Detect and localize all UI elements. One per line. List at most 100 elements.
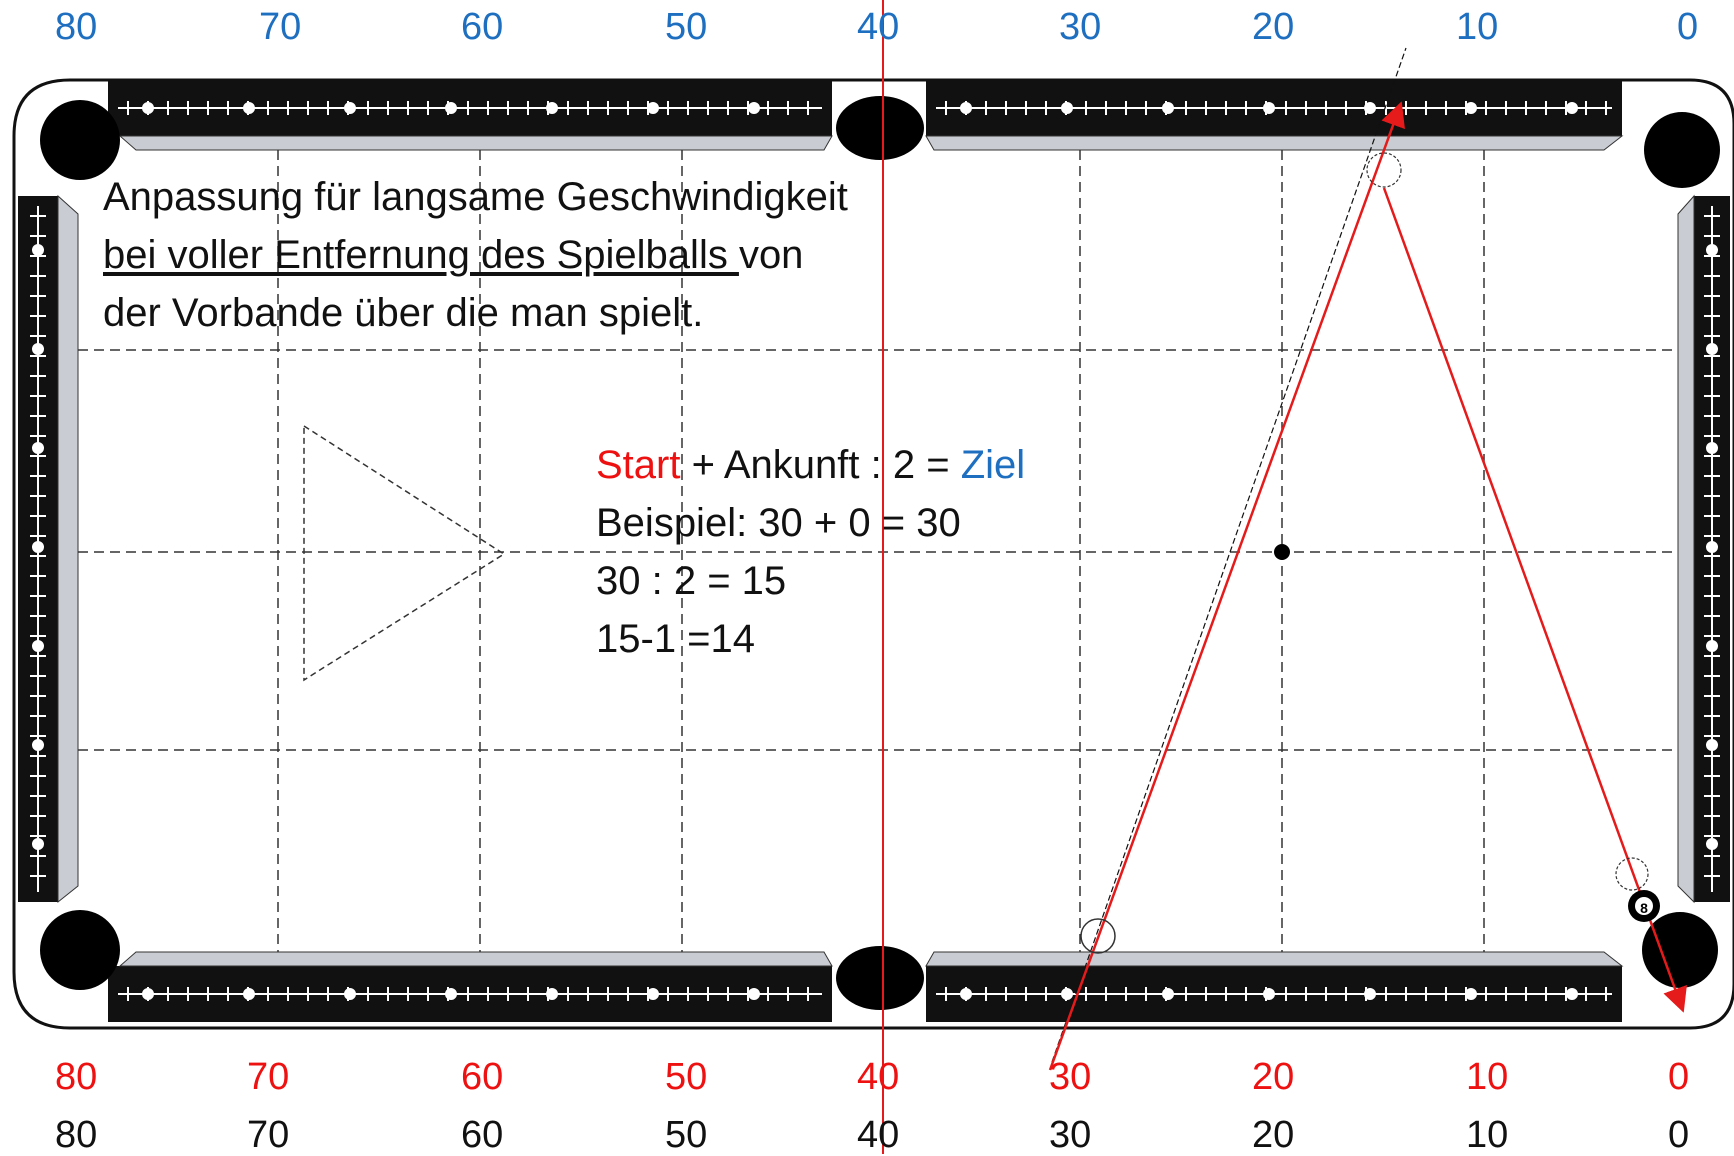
- formula-ziel: Ziel: [960, 443, 1026, 487]
- rail-diamond: [32, 838, 44, 850]
- cue-path-up: [1048, 101, 1405, 1071]
- bottom-red-scale-40: 40: [857, 1056, 900, 1098]
- formula-middle: + Ankunft : 2 =: [680, 443, 961, 487]
- rail-diamond: [1364, 988, 1376, 1000]
- note-line-3: der Vorbande über die man spielt.: [103, 291, 704, 335]
- rail-diamond: [1364, 102, 1376, 114]
- bottom-black-scale-10: 10: [1466, 1114, 1509, 1156]
- rail-diamond: [1706, 838, 1718, 850]
- rail-diamond: [243, 102, 255, 114]
- rail-diamond: [1162, 102, 1174, 114]
- note-line-2-rest: von: [738, 233, 804, 277]
- top-scale-50: 50: [665, 6, 708, 48]
- note-line-1: Anpassung für langsame Geschwindigkeit: [103, 175, 848, 219]
- table-frame: [12, 78, 1734, 1030]
- rail-diamond: [546, 102, 558, 114]
- bottom-black-scale-50: 50: [665, 1114, 708, 1156]
- rail-diamond: [960, 988, 972, 1000]
- rail-diamond: [1566, 102, 1578, 114]
- rail-diamond: [1706, 442, 1718, 454]
- rail-diamond: [647, 988, 659, 1000]
- rail-diamond: [32, 640, 44, 652]
- rail-diamond: [1162, 988, 1174, 1000]
- rail-diamond: [1061, 988, 1073, 1000]
- cushion-top-left: [118, 135, 833, 151]
- bottom-black-scale-80: 80: [55, 1114, 98, 1156]
- top-scale-0: 0: [1677, 6, 1699, 48]
- speed-adjustment-note: Anpassung für langsame Geschwindigkeit b…: [103, 168, 848, 342]
- rail-diamond: [32, 343, 44, 355]
- aiming-line: [1051, 47, 1407, 1063]
- top-scale-30: 30: [1059, 6, 1102, 48]
- pocket-bottom-right: [1642, 912, 1718, 988]
- bottom-red-scale-50: 50: [665, 1056, 708, 1098]
- top-scale-70: 70: [259, 6, 302, 48]
- cushion-bottom-left: [118, 951, 833, 967]
- rail-diamond: [1465, 102, 1477, 114]
- formula-line-2: Beispiel: 30 + 0 = 30: [596, 501, 961, 545]
- rail-diamond: [1566, 988, 1578, 1000]
- rail-diamond: [1706, 541, 1718, 553]
- note-line-2: bei voller Entfernung des Spielballs von: [103, 226, 848, 284]
- rail-diamond: [32, 244, 44, 256]
- rail-diamond: [1465, 988, 1477, 1000]
- rail-diamond: [445, 102, 457, 114]
- rail-diamond: [546, 988, 558, 1000]
- rail-diamond: [1706, 640, 1718, 652]
- cue-ball: [1080, 918, 1116, 954]
- pocket-top-right: [1644, 112, 1720, 188]
- pocket-top-left: [40, 100, 120, 180]
- bottom-black-scale-0: 0: [1668, 1114, 1690, 1156]
- formula-line-1: Start + Ankunft : 2 = Ziel: [596, 436, 1025, 494]
- top-scale-40: 40: [857, 6, 900, 48]
- cushion-right: [1677, 194, 1695, 904]
- cushion-left: [57, 194, 79, 904]
- bottom-red-scale-60: 60: [461, 1056, 504, 1098]
- rail-diamond: [748, 102, 760, 114]
- rail-diamond: [243, 988, 255, 1000]
- bottom-red-scale-80: 80: [55, 1056, 98, 1098]
- note-line-2-underlined: bei voller Entfernung des Spielballs: [103, 233, 739, 277]
- rail-ticks: [30, 101, 1720, 1001]
- rail-diamond: [647, 102, 659, 114]
- rail-diamond: [32, 442, 44, 454]
- rack-triangle: [303, 424, 506, 682]
- rail-diamond: [960, 102, 972, 114]
- rail-diamond: [32, 541, 44, 553]
- bottom-black-scale-70: 70: [247, 1114, 290, 1156]
- eight-ball-spot: [1635, 897, 1653, 915]
- rail-diamond: [142, 988, 154, 1000]
- top-scale-80: 80: [55, 6, 98, 48]
- rail-diamond: [748, 988, 760, 1000]
- bottom-red-scale-30: 30: [1049, 1056, 1092, 1098]
- bottom-black-scale-20: 20: [1252, 1114, 1295, 1156]
- formula-block: Start + Ankunft : 2 = Ziel Beispiel: 30 …: [596, 436, 1025, 668]
- cushion-bottom-right: [925, 951, 1624, 967]
- rail-diamond: [1263, 102, 1275, 114]
- bottom-black-scale-60: 60: [461, 1114, 504, 1156]
- rail-diamond: [1706, 244, 1718, 256]
- top-scale-60: 60: [461, 6, 504, 48]
- rail-diamond: [445, 988, 457, 1000]
- top-scale-10: 10: [1456, 6, 1499, 48]
- ghost-ball-top: [1366, 152, 1402, 188]
- bottom-red-scale-70: 70: [247, 1056, 290, 1098]
- pocket-top-middle: [836, 96, 924, 160]
- top-scale-20: 20: [1252, 6, 1295, 48]
- pocket-bottom-middle: [836, 946, 924, 1010]
- cushion-top-right: [925, 135, 1624, 151]
- bottom-red-scale-20: 20: [1252, 1056, 1295, 1098]
- formula-line-4: 15-1 =14: [596, 617, 756, 661]
- rail-diamond: [1706, 343, 1718, 355]
- bottom-red-scale-10: 10: [1466, 1056, 1509, 1098]
- pocket-bottom-left: [40, 910, 120, 990]
- bottom-black-scale-30: 30: [1049, 1114, 1092, 1156]
- formula-start: Start: [596, 443, 681, 487]
- rail-diamond: [142, 102, 154, 114]
- rail-diamond: [1061, 102, 1073, 114]
- center-spot: [1274, 544, 1290, 560]
- rail-diamond: [344, 102, 356, 114]
- ghost-ball-eight: [1615, 857, 1649, 891]
